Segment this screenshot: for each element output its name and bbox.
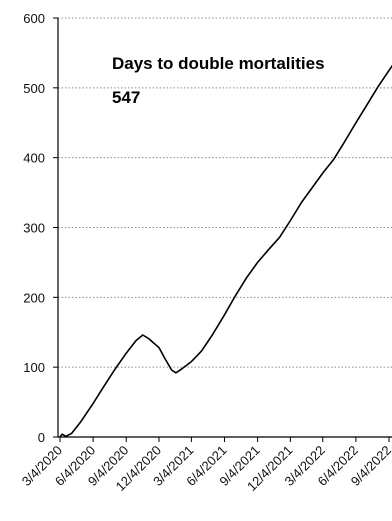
y-tick-label: 100 (23, 360, 45, 375)
annotation-title: Days to double mortalities (112, 54, 325, 73)
series-layer (59, 64, 392, 438)
y-tick-label: 300 (23, 221, 45, 236)
y-tick-label: 0 (38, 430, 45, 445)
axis-layer (53, 17, 392, 442)
y-tick-label: 200 (23, 290, 45, 305)
y-tick-label: 600 (23, 11, 45, 26)
y-tick-label: 400 (23, 151, 45, 166)
label-layer: 01002003004005006003/4/20206/4/20209/4/2… (19, 11, 392, 494)
series-line (59, 64, 392, 438)
y-tick-label: 500 (23, 81, 45, 96)
annotation-value: 547 (112, 88, 140, 107)
